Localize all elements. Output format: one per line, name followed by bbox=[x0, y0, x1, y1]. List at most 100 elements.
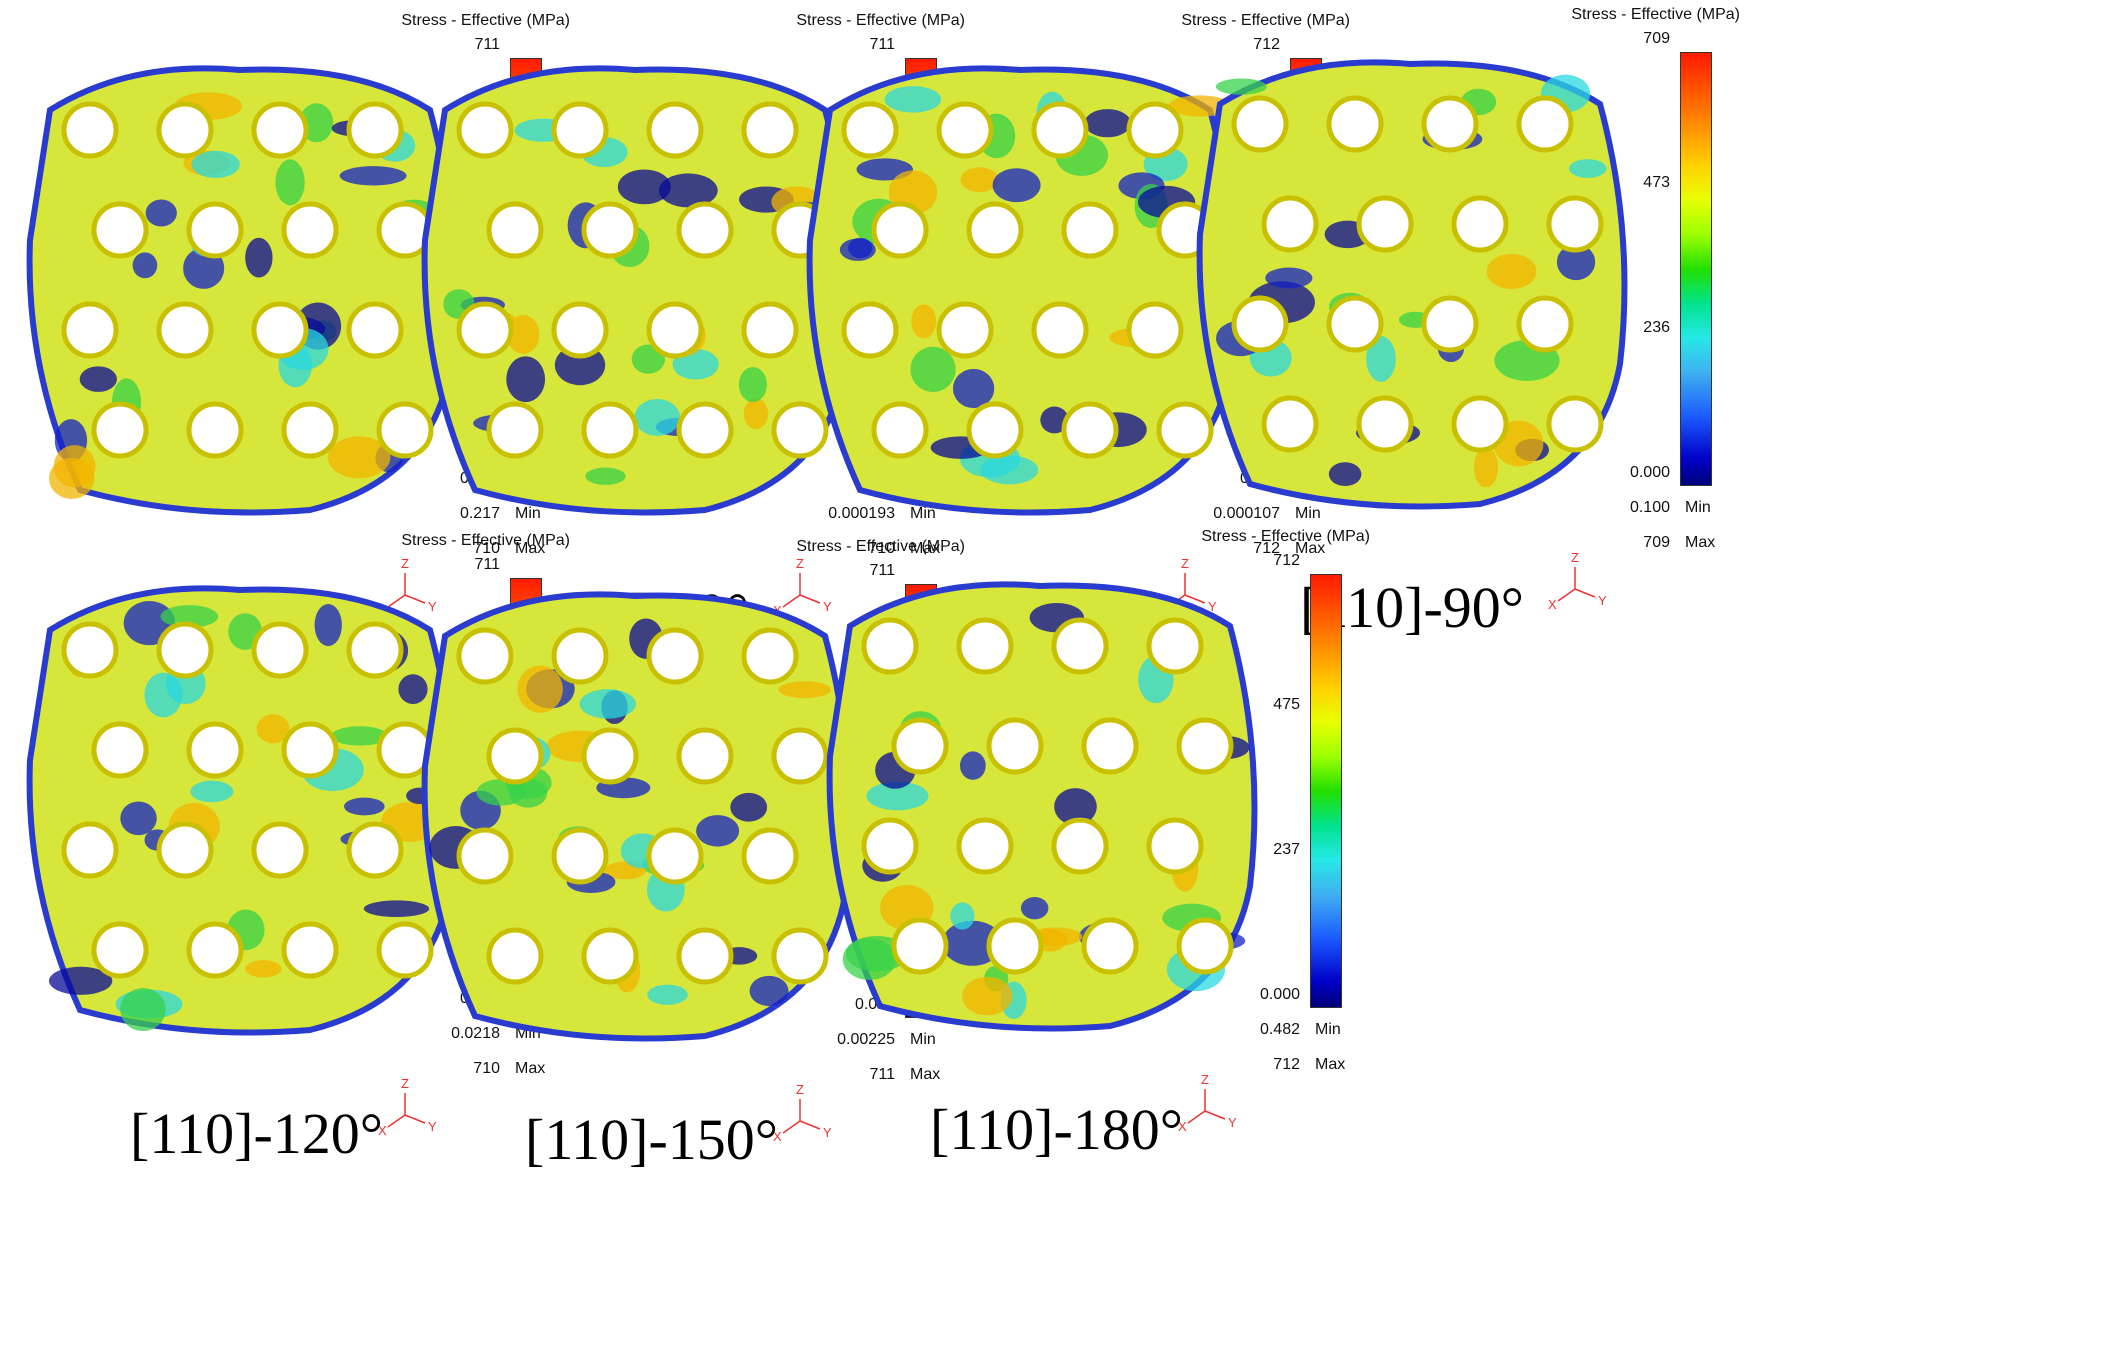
stress-patch bbox=[344, 797, 385, 816]
lattice-pore bbox=[1356, 395, 1414, 453]
lattice-pore bbox=[891, 717, 949, 775]
lattice-pore bbox=[486, 401, 544, 459]
lattice-pore bbox=[1261, 195, 1319, 253]
stress-patch bbox=[144, 672, 183, 718]
min-value: 0.482 bbox=[1259, 1021, 1300, 1038]
lattice-pore bbox=[1231, 295, 1289, 353]
lattice-pore bbox=[741, 301, 799, 359]
axis-y-label: Y bbox=[1228, 1115, 1237, 1130]
max-value: 712 bbox=[1273, 1056, 1300, 1073]
stress-patch bbox=[942, 920, 1003, 966]
stress-patch bbox=[866, 781, 929, 811]
stress-patch bbox=[331, 726, 388, 746]
lattice-pore bbox=[1261, 395, 1319, 453]
max-label: Max bbox=[1315, 1056, 1346, 1073]
colorbar-tick-label: 712 bbox=[1273, 552, 1300, 569]
lattice-pore bbox=[186, 201, 244, 259]
axis-z-label: Z bbox=[796, 1082, 804, 1097]
stress-patch bbox=[658, 173, 718, 208]
stress-patch bbox=[48, 966, 113, 995]
lattice-pore bbox=[91, 721, 149, 779]
colorbar-tick-label: 236 bbox=[1643, 319, 1670, 336]
lattice-pore bbox=[646, 301, 704, 359]
lattice-pore bbox=[456, 101, 514, 159]
axis-x-label: X bbox=[378, 1123, 387, 1138]
lattice-pore bbox=[581, 927, 639, 985]
colorbar-tick-label: 237 bbox=[1273, 841, 1300, 858]
legend-title: Stress - Effective (MPa) bbox=[401, 12, 570, 29]
legend-title: Stress - Effective (MPa) bbox=[1201, 528, 1370, 545]
stress-patch bbox=[1265, 267, 1313, 289]
min-label: Min bbox=[910, 1031, 936, 1048]
axis-z-label: Z bbox=[1181, 556, 1189, 571]
stress-patch bbox=[245, 237, 273, 278]
stress-patch bbox=[980, 455, 1039, 485]
lattice-pore bbox=[676, 201, 734, 259]
lattice-pore bbox=[551, 627, 609, 685]
max-value: 712 bbox=[1253, 540, 1280, 557]
lattice-pore bbox=[551, 301, 609, 359]
stress-patch bbox=[191, 150, 240, 179]
stress-patch bbox=[884, 86, 942, 113]
max-label: Max bbox=[1685, 534, 1716, 551]
lattice-pore bbox=[456, 627, 514, 685]
axis-y-label: Y bbox=[1208, 599, 1217, 614]
axis-x-label: X bbox=[1178, 1119, 1187, 1134]
stress-patch bbox=[730, 792, 768, 822]
lattice-body bbox=[1196, 59, 1628, 510]
colorbar-tick-label: 711 bbox=[869, 562, 895, 579]
lattice-pore bbox=[741, 627, 799, 685]
axis-y-label: Y bbox=[823, 1125, 832, 1140]
stress-patch bbox=[49, 457, 95, 499]
axis-z-label: Z bbox=[796, 556, 804, 571]
lattice-render bbox=[421, 591, 853, 1042]
stress-patch bbox=[647, 984, 688, 1005]
lattice-pore bbox=[1546, 195, 1604, 253]
stress-patch bbox=[634, 398, 681, 436]
stress-patch bbox=[339, 166, 407, 186]
lattice-render bbox=[806, 65, 1238, 516]
lattice-pore bbox=[676, 727, 734, 785]
axis-triad-icon: Z Y X bbox=[1548, 550, 1607, 612]
lattice-pore bbox=[1231, 95, 1289, 153]
stress-patch bbox=[506, 314, 540, 355]
min-value: 0.0218 bbox=[451, 1025, 500, 1042]
stress-patch bbox=[327, 436, 391, 479]
stress-patch bbox=[696, 815, 740, 847]
lattice-pore bbox=[676, 401, 734, 459]
min-label: Min bbox=[515, 505, 541, 522]
colorbar-tick-label: 711 bbox=[474, 556, 500, 573]
lattice-pore bbox=[646, 101, 704, 159]
stress-patch bbox=[738, 367, 767, 403]
stress-patch bbox=[1054, 788, 1097, 826]
min-value: 0.217 bbox=[459, 505, 500, 522]
stress-patch bbox=[585, 467, 626, 485]
stress-patch bbox=[517, 665, 563, 713]
lattice-pore bbox=[456, 827, 514, 885]
lattice-pore bbox=[156, 101, 214, 159]
lattice-pore bbox=[1546, 395, 1604, 453]
lattice-pore bbox=[346, 621, 404, 679]
lattice-pore bbox=[1051, 617, 1109, 675]
stress-panel: Stress - Effective (MPa) 709 473 236 0.000 0.… bbox=[1180, 0, 1740, 654]
lattice-pore bbox=[771, 927, 829, 985]
lattice-pore bbox=[346, 301, 404, 359]
min-value: 0.000107 bbox=[1213, 505, 1280, 522]
lattice-pore bbox=[61, 821, 119, 879]
legend-title: Stress - Effective (MPa) bbox=[1181, 12, 1350, 29]
lattice-render bbox=[26, 65, 458, 516]
axis-z-label: Z bbox=[401, 1076, 409, 1091]
stress-patch bbox=[992, 168, 1041, 203]
stress-patch bbox=[506, 356, 546, 403]
orientation-caption: [110]-150° bbox=[525, 1107, 778, 1172]
lattice-pore bbox=[346, 821, 404, 879]
lattice-pore bbox=[1146, 817, 1204, 875]
lattice-pore bbox=[156, 821, 214, 879]
lattice-pore bbox=[1061, 201, 1119, 259]
colorbar-tick-label: 711 bbox=[869, 36, 895, 53]
stress-patch bbox=[314, 603, 342, 647]
stress-patch bbox=[132, 252, 158, 279]
axis-z-label: Z bbox=[401, 556, 409, 571]
stress-patch bbox=[617, 169, 671, 205]
